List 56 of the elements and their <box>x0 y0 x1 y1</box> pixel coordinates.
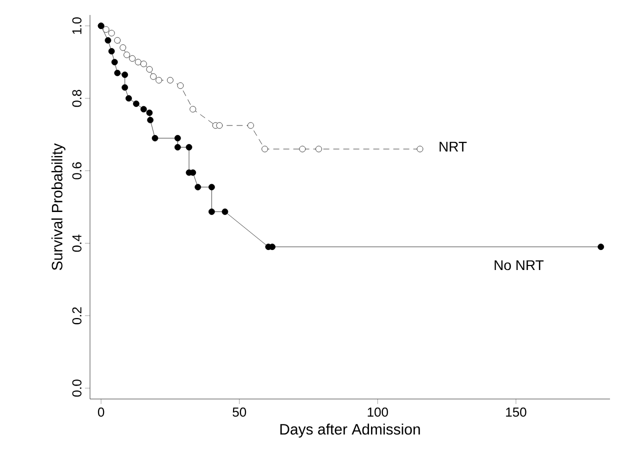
point <box>299 146 306 152</box>
point <box>216 122 223 129</box>
point <box>111 58 118 66</box>
point <box>132 100 140 107</box>
point <box>108 30 115 36</box>
point <box>269 244 276 250</box>
point <box>208 184 215 190</box>
series-label: NRT <box>440 142 467 152</box>
point <box>114 70 121 76</box>
point <box>146 66 153 73</box>
point <box>177 82 184 89</box>
x-tick-label: 0 <box>98 408 104 417</box>
point <box>190 106 196 112</box>
point <box>114 37 121 44</box>
point <box>174 144 181 150</box>
y-tick-label: 0.0 <box>72 380 82 397</box>
x-tick-label: 150 <box>506 408 526 417</box>
y-tick-label: 0.6 <box>72 162 82 180</box>
point <box>194 184 202 190</box>
point <box>147 116 154 124</box>
x-tick-label: 50 <box>232 408 246 417</box>
point <box>120 44 126 51</box>
point <box>108 48 115 54</box>
point <box>134 58 142 66</box>
point <box>316 146 322 152</box>
point <box>190 169 196 176</box>
y-tick-label: 0.4 <box>72 234 82 252</box>
point <box>146 110 153 116</box>
point <box>152 134 158 142</box>
x-axis-title: Days after Admission <box>280 424 420 438</box>
y-tick-label: 0.8 <box>72 90 82 107</box>
point <box>140 106 147 112</box>
point <box>222 208 228 215</box>
point <box>126 95 132 102</box>
x-tick-label: 100 <box>368 408 388 417</box>
point <box>122 84 128 91</box>
point <box>167 77 174 84</box>
point <box>102 26 110 33</box>
point <box>104 37 112 44</box>
point <box>156 77 162 84</box>
y-tick-label: 0.2 <box>72 307 82 324</box>
point <box>416 146 424 152</box>
point <box>598 244 604 250</box>
point <box>150 73 157 80</box>
point <box>122 72 128 78</box>
y-axis-title: Survival Probability <box>51 143 66 270</box>
point <box>186 144 192 150</box>
point <box>262 146 268 152</box>
point <box>129 55 136 62</box>
point <box>174 134 181 142</box>
series-label: No NRT <box>494 260 544 270</box>
point <box>208 208 215 215</box>
point <box>248 122 254 129</box>
y-tick-label: 1.0 <box>72 17 82 34</box>
point <box>124 52 130 58</box>
point <box>140 60 147 68</box>
